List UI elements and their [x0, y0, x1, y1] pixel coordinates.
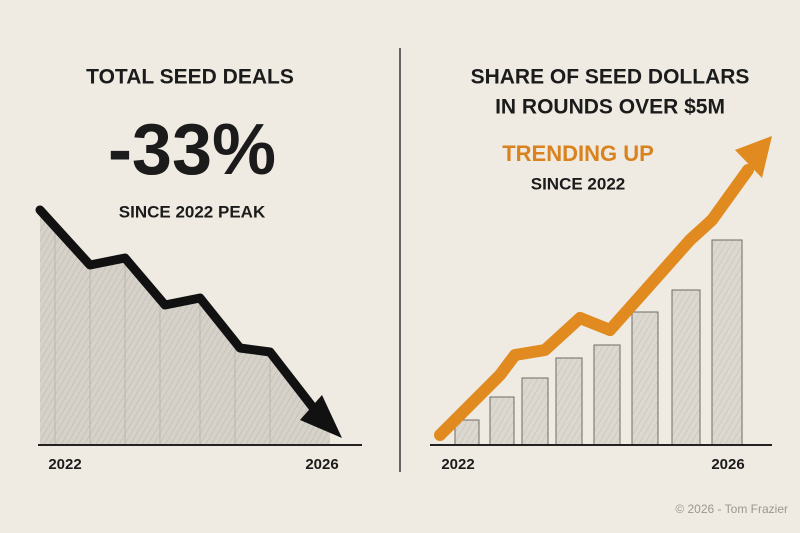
decline-arrowhead: [300, 395, 342, 438]
left-title: TOTAL SEED DEALS: [86, 66, 294, 89]
left-year-end: 2026: [305, 456, 338, 473]
right-title-line: SHARE OF SEED DOLLARS: [471, 66, 750, 89]
decline-columns: [54, 228, 271, 445]
right-headline: TRENDING UP: [502, 141, 654, 166]
decline-line: [35, 205, 323, 419]
footer-credit: © 2026 - Tom Frazier: [675, 502, 788, 516]
right-year-end: 2026: [711, 456, 744, 473]
left-panel: TOTAL SEED DEALS -33% SINCE 2022 PEAK 20…: [35, 66, 362, 473]
right-panel: SHARE OF SEED DOLLARS IN ROUNDS OVER $5M…: [430, 66, 772, 473]
left-year-start: 2022: [48, 456, 81, 473]
trend-line: [434, 164, 754, 441]
left-headline: -33%: [108, 110, 276, 190]
left-subtitle: SINCE 2022 PEAK: [119, 202, 266, 221]
right-title-line: IN ROUNDS OVER $5M: [495, 96, 725, 119]
right-subtitle: SINCE 2022: [531, 174, 626, 193]
trend-arrowhead: [735, 136, 772, 178]
rising-bars-hatch: [455, 240, 742, 445]
right-year-start: 2022: [441, 456, 474, 473]
decline-hatch: [40, 210, 330, 445]
